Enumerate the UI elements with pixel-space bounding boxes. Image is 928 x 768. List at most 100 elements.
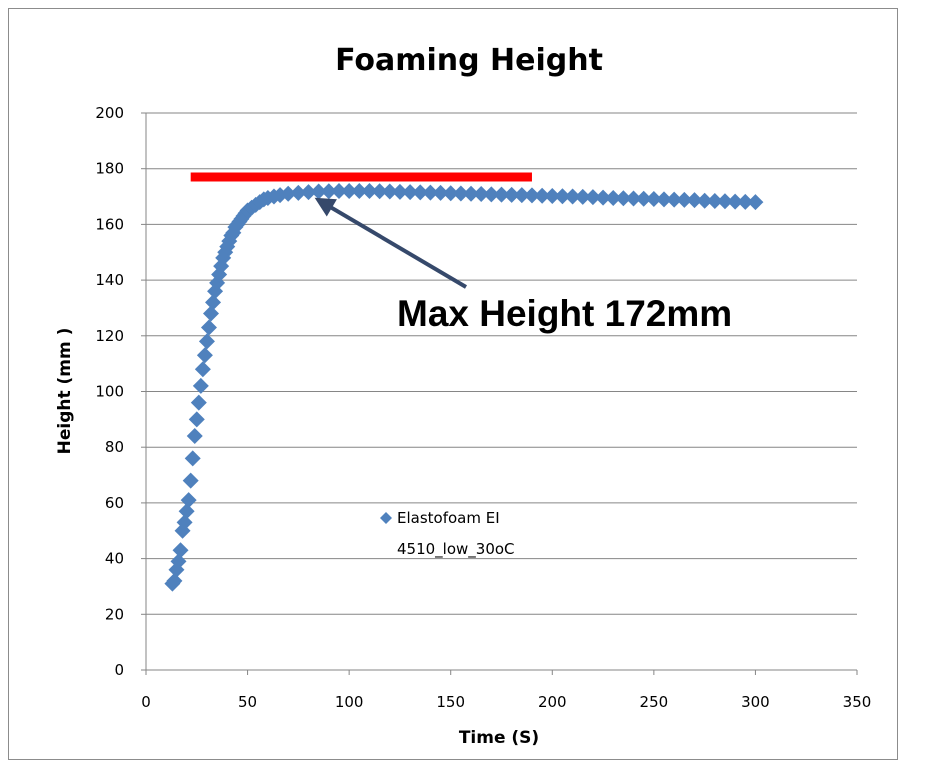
annotation-arrow-head [314, 197, 337, 217]
data-point [192, 377, 209, 394]
data-point [625, 190, 642, 207]
data-point [194, 361, 211, 378]
data-point [184, 450, 201, 467]
max-height-annotation: Max Height 172mm [397, 293, 732, 334]
y-tick-label: 180 [95, 160, 124, 178]
legend: Elastofoam EI 4510_low_30oC [380, 509, 515, 559]
legend-label-line2: 4510_low_30oC [397, 540, 515, 559]
x-tick-label: 200 [538, 693, 567, 711]
data-point [503, 186, 520, 203]
x-tick-label: 0 [141, 693, 151, 711]
y-axis-title: Height (mm ) [55, 328, 75, 455]
axes [141, 112, 858, 675]
data-point [200, 319, 217, 336]
data-point [432, 184, 449, 201]
data-point [371, 183, 388, 200]
data-point [716, 193, 733, 210]
data-point [554, 188, 571, 205]
data-point [523, 187, 540, 204]
data-point [178, 503, 195, 520]
data-point [422, 184, 439, 201]
x-tick-label: 300 [741, 693, 770, 711]
x-tick-label: 150 [436, 693, 465, 711]
data-point [473, 186, 490, 203]
data-point [706, 193, 723, 210]
data-point [341, 182, 358, 199]
data-point [635, 190, 652, 207]
data-point [391, 183, 408, 200]
data-point [205, 294, 222, 311]
y-tick-label: 0 [114, 661, 124, 679]
y-tick-label: 120 [95, 327, 124, 345]
data-point [564, 188, 581, 205]
data-point [534, 187, 551, 204]
data-point [676, 191, 693, 208]
data-point [188, 411, 205, 428]
chart-title: Foaming Height [335, 43, 603, 78]
y-tick-labels: 0 20 40 60 80 100 120 140 160 180 200 [95, 104, 124, 679]
legend-label-line1: Elastofoam EI [397, 509, 500, 527]
x-tick-label: 250 [640, 693, 669, 711]
data-point [196, 347, 213, 364]
data-point [290, 184, 307, 201]
data-point [280, 185, 297, 202]
data-point [696, 192, 713, 209]
y-tick-label: 20 [105, 605, 124, 623]
data-point [595, 189, 612, 206]
gridlines [146, 112, 857, 615]
x-tick-label: 50 [238, 693, 257, 711]
y-tick-label: 60 [105, 494, 124, 512]
y-tick-label: 140 [95, 271, 124, 289]
y-tick-label: 40 [105, 550, 124, 568]
data-point [320, 183, 337, 200]
data-point [584, 189, 601, 206]
x-tick-labels: 0 50 100 150 200 250 300 350 [141, 693, 871, 711]
data-point [747, 194, 764, 211]
data-point [180, 492, 197, 509]
data-point [605, 189, 622, 206]
y-tick-label: 100 [95, 383, 124, 401]
data-point [463, 185, 480, 202]
chart-frame [8, 8, 898, 760]
legend-marker [380, 512, 392, 524]
data-point [686, 192, 703, 209]
data-point [361, 182, 378, 199]
data-point [203, 305, 220, 322]
data-point [310, 183, 327, 200]
data-points [164, 182, 764, 592]
data-point [452, 185, 469, 202]
annotation-arrow-shaft [325, 203, 468, 289]
data-point [656, 191, 673, 208]
data-point [737, 193, 754, 210]
data-point [544, 187, 561, 204]
data-point [442, 185, 459, 202]
data-point [493, 186, 510, 203]
data-point [727, 193, 744, 210]
x-axis-title: Time (S) [459, 728, 539, 748]
data-point [381, 183, 398, 200]
annotation-layer [314, 197, 468, 289]
data-point [513, 187, 530, 204]
x-tick-label: 350 [843, 693, 872, 711]
data-point [172, 542, 189, 559]
x-tick-label: 100 [335, 693, 364, 711]
data-point [574, 188, 591, 205]
y-tick-label: 160 [95, 215, 124, 233]
data-point [402, 184, 419, 201]
data-point [182, 472, 199, 489]
data-point [645, 191, 662, 208]
data-point [186, 428, 203, 445]
data-point [412, 184, 429, 201]
data-point [170, 553, 187, 570]
data-point [198, 333, 215, 350]
y-tick-label: 200 [95, 104, 124, 122]
data-point [483, 186, 500, 203]
data-point [190, 394, 207, 411]
data-point [351, 182, 368, 199]
data-point [330, 182, 347, 199]
data-point [615, 190, 632, 207]
data-point [300, 184, 317, 201]
data-point [176, 514, 193, 531]
y-tick-label: 80 [105, 438, 124, 456]
